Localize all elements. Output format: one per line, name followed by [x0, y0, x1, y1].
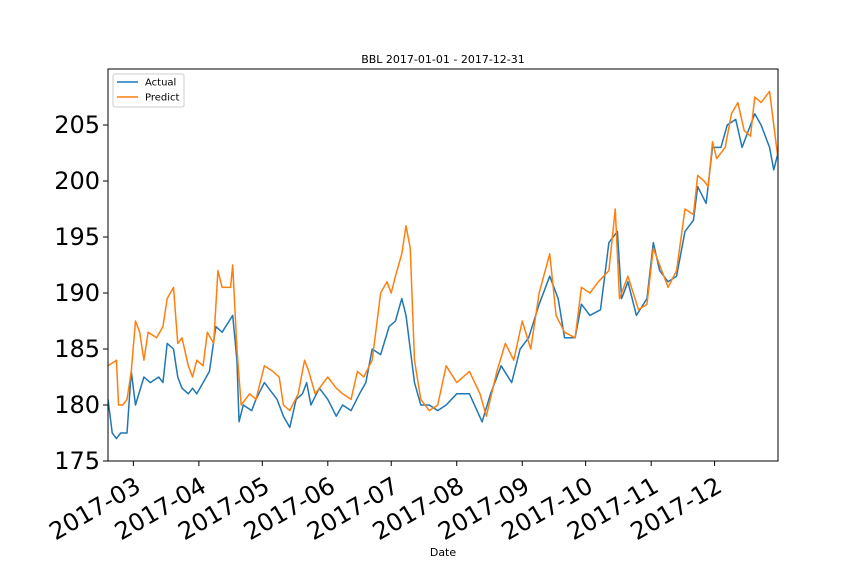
x-axis-label: Date: [430, 546, 457, 559]
y-axis-ticks: 175 180 185 190 195 200 205: [54, 111, 108, 475]
series-layer: [108, 90, 778, 440]
legend-label-actual: Actual: [145, 78, 176, 89]
y-tick-label: 205: [54, 111, 100, 139]
y-tick-label: 195: [54, 223, 100, 251]
y-tick-label: 175: [54, 447, 100, 475]
plot-frame: [107, 68, 779, 462]
legend: Actual Predict: [112, 73, 185, 108]
chart-title: BBL 2017-01-01 - 2017-12-31: [361, 53, 525, 66]
x-axis-ticks: 2017-032017-042017-052017-062017-072017-…: [45, 461, 727, 546]
legend-label-predict: Predict: [145, 93, 180, 104]
series-line-predict: [108, 90, 778, 417]
y-tick-label: 200: [54, 167, 100, 195]
series-line-actual: [108, 113, 778, 440]
y-tick-label: 190: [54, 279, 100, 307]
y-tick-label: 185: [54, 335, 100, 363]
y-tick-label: 180: [54, 391, 100, 419]
